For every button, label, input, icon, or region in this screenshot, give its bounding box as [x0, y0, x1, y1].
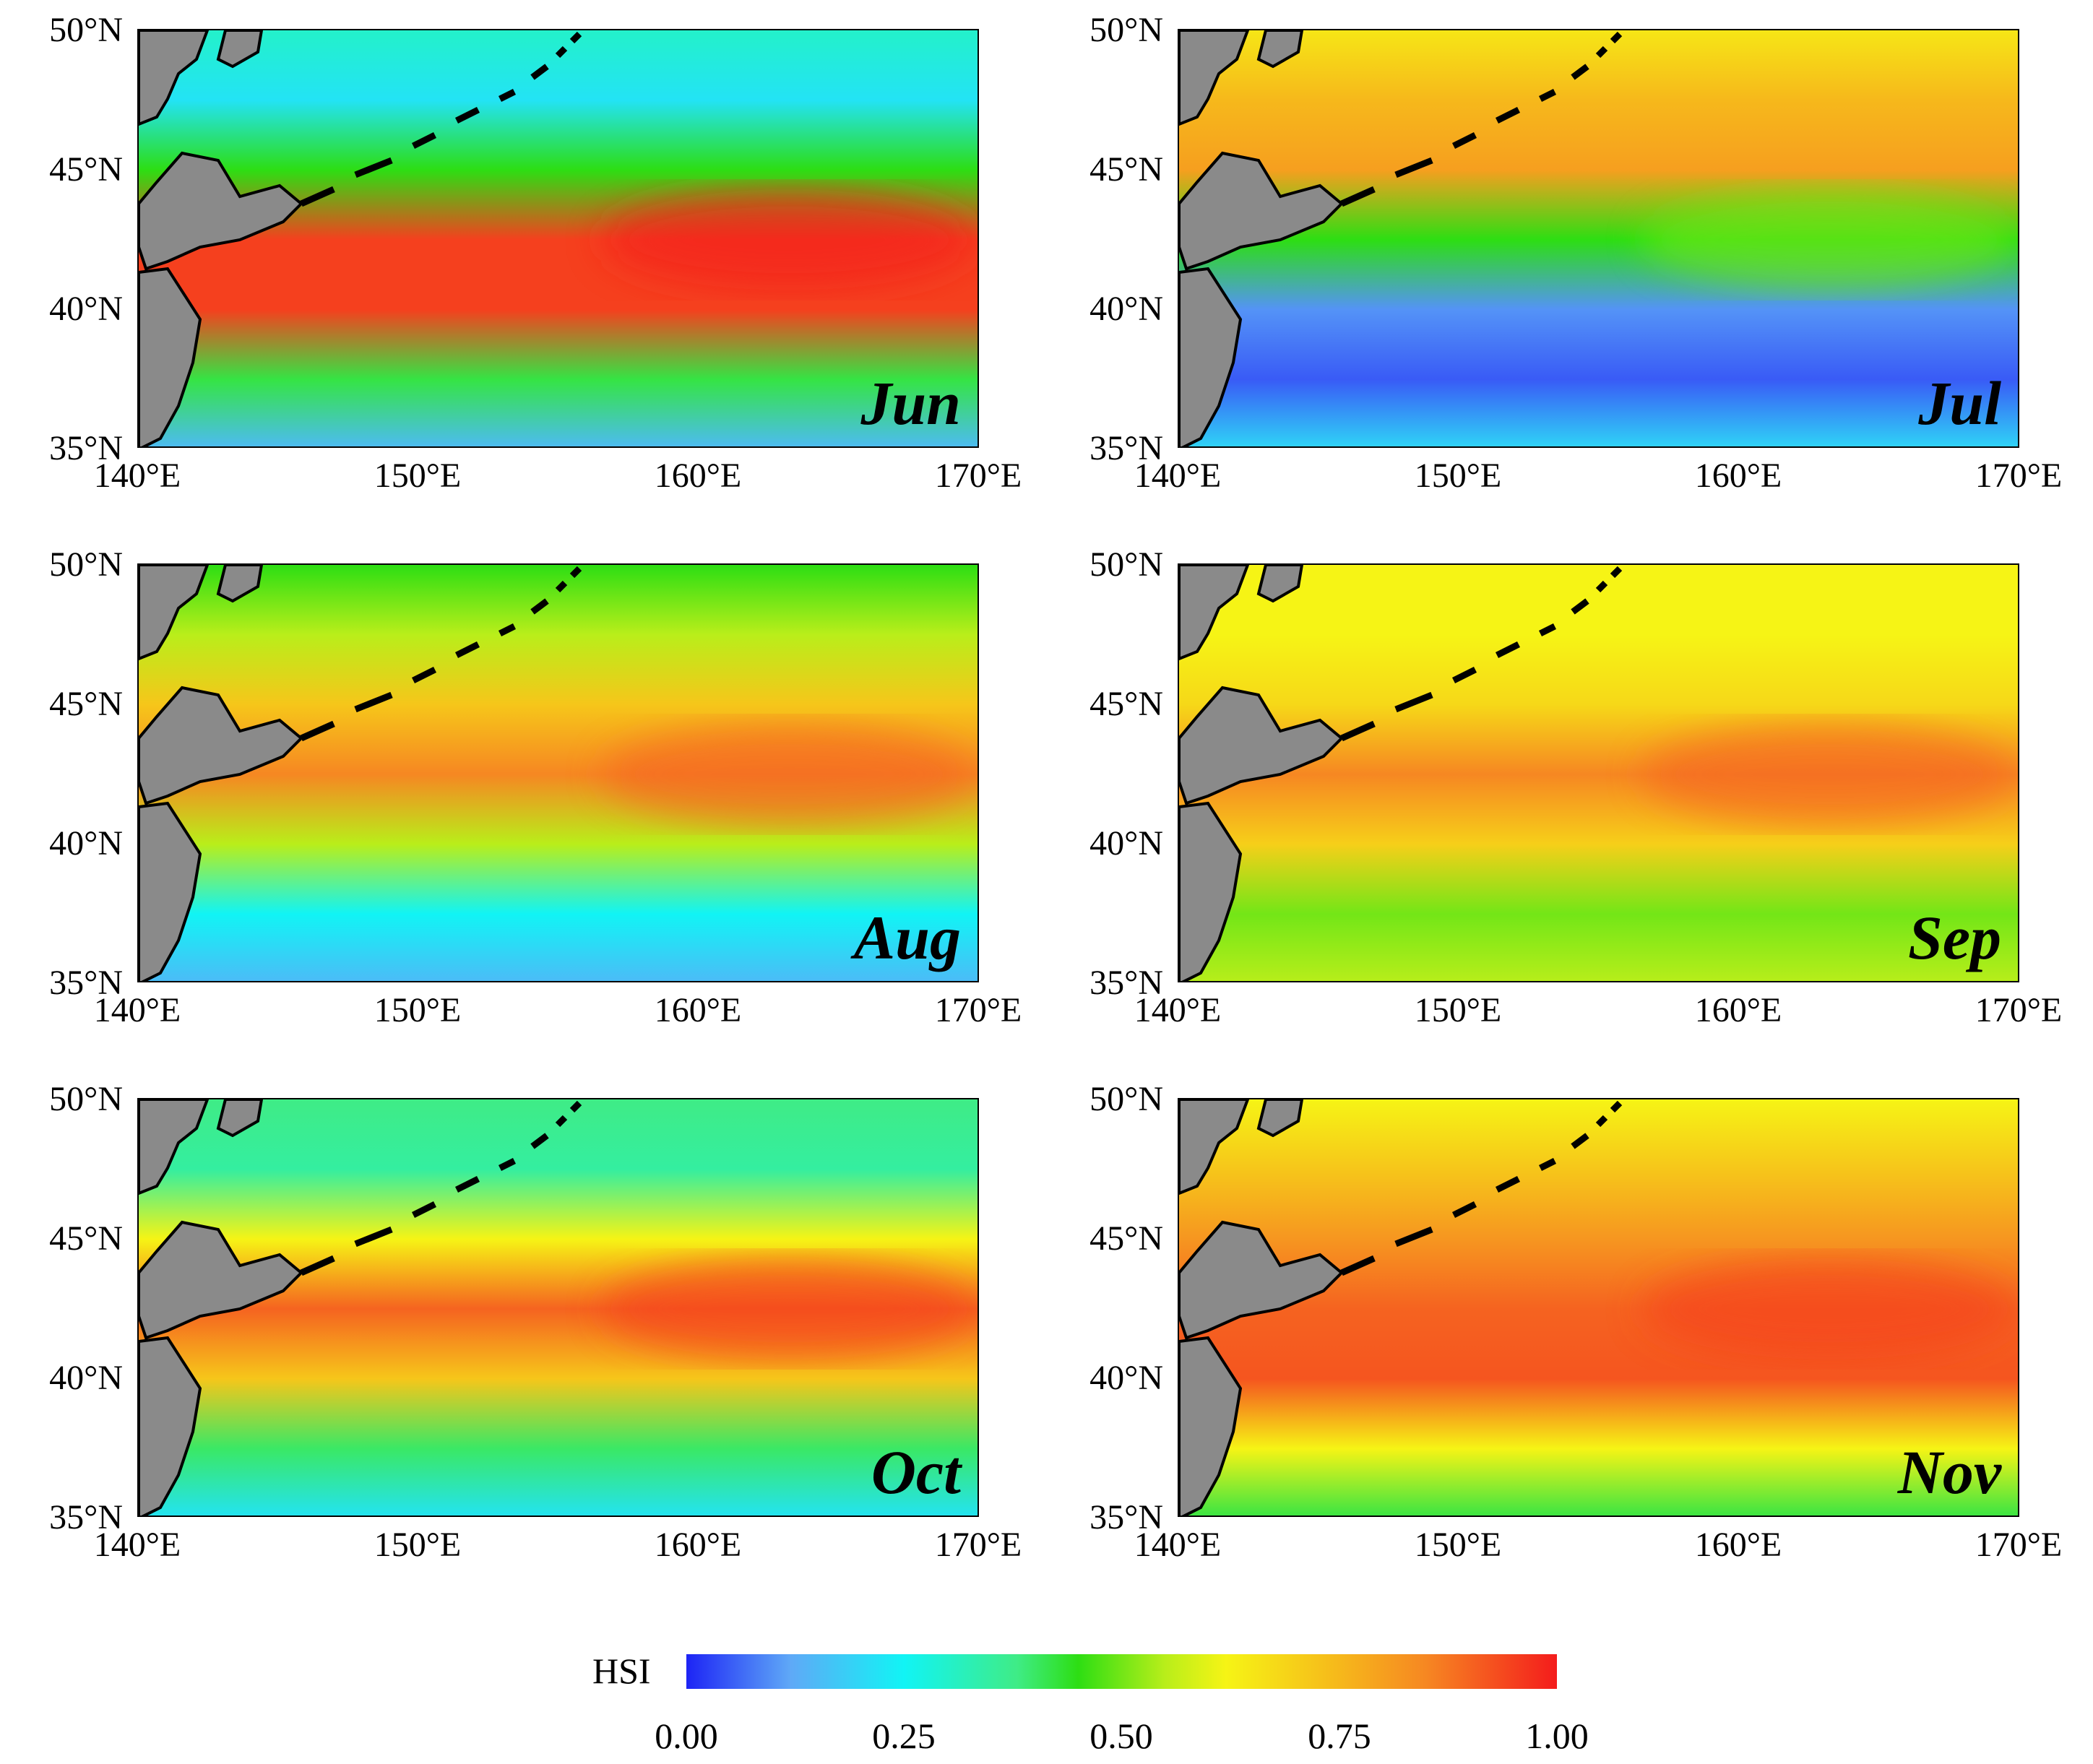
lon-tick-label: 150°E: [374, 1526, 462, 1564]
hsi-hotspot: [601, 1258, 977, 1359]
lon-tick-label: 140°E: [1134, 457, 1222, 495]
month-label: Sep: [1908, 903, 2001, 972]
colorbar-tick: 0.75: [1308, 1716, 1371, 1756]
hsi-map: [137, 1098, 979, 1517]
lon-tick-label: 140°E: [93, 457, 181, 495]
map-panel-nov: 50°N 45°N 40°N 35°N 140°E 150°E 160°E 170°E Nov: [1040, 1082, 2081, 1625]
month-label: Jul: [1918, 368, 2001, 438]
land-mass: [1179, 565, 1344, 981]
lat-tick-label: 35°N: [1089, 1498, 1163, 1536]
lon-tick-label: 150°E: [374, 457, 462, 495]
lat-tick-label: 40°N: [1089, 824, 1163, 862]
lat-tick-label: 35°N: [49, 964, 123, 1002]
lon-tick-label: 160°E: [1694, 991, 1782, 1029]
land-mass: [139, 30, 303, 446]
colorbar: HSI 0.00 0.25 0.50 0.75 1.00: [592, 1653, 1604, 1754]
lat-tick-label: 40°N: [49, 824, 123, 862]
hsi-map: [1178, 563, 2019, 982]
map-panel-jun: 50°N 45°N 40°N 35°N 140°E 150°E 160°E 170°E Jun: [0, 13, 1040, 556]
hsi-map: [137, 563, 979, 982]
hsi-hotspot: [1641, 1258, 2017, 1359]
map-panel-sep: 50°N 45°N 40°N 35°N 140°E 150°E 160°E 170°E Sep: [1040, 548, 2081, 1091]
hsi-hotspot: [1641, 724, 2017, 825]
colorbar-title: HSI: [592, 1651, 651, 1691]
kuril-islands: [1340, 1100, 1623, 1276]
lon-tick-label: 160°E: [654, 991, 742, 1029]
lon-tick-label: 160°E: [1694, 457, 1782, 495]
colorbar-gradient: [686, 1654, 1557, 1689]
hsi-map: [137, 29, 979, 448]
lon-tick-label: 140°E: [93, 1526, 181, 1564]
month-label: Oct: [871, 1437, 961, 1507]
lat-tick-label: 35°N: [1089, 964, 1163, 1002]
lon-tick-label: 140°E: [1134, 991, 1222, 1029]
lon-tick-label: 150°E: [1414, 457, 1502, 495]
lon-tick-label: 170°E: [1975, 991, 2063, 1029]
lat-tick-label: 40°N: [1089, 1359, 1163, 1397]
lat-tick-label: 45°N: [1089, 1219, 1163, 1258]
lon-tick-label: 160°E: [1694, 1526, 1782, 1564]
lat-tick-label: 40°N: [49, 290, 123, 328]
colorbar-tick: 1.00: [1525, 1716, 1589, 1756]
map-panel-oct: 50°N 45°N 40°N 35°N 140°E 150°E 160°E 170°E Oct: [0, 1082, 1040, 1625]
land-mass: [139, 1099, 303, 1516]
lat-tick-label: 50°N: [1089, 545, 1163, 584]
kuril-islands: [1340, 31, 1623, 207]
lat-tick-label: 35°N: [49, 1498, 123, 1536]
kuril-islands: [300, 31, 582, 207]
lat-tick-label: 35°N: [49, 429, 123, 467]
kuril-islands: [1340, 566, 1623, 742]
hsi-map: [1178, 1098, 2019, 1517]
lat-tick-label: 50°N: [49, 11, 123, 49]
hsi-hotspot: [1641, 189, 2017, 290]
kuril-islands: [300, 1100, 582, 1276]
lon-tick-label: 170°E: [934, 1526, 1022, 1564]
month-label: Aug: [853, 903, 961, 972]
land-mass: [1179, 30, 1344, 446]
map-panel-jul: 50°N 45°N 40°N 35°N 140°E 150°E 160°E 170°E Jul: [1040, 13, 2081, 556]
month-label: Jun: [860, 368, 961, 438]
lon-tick-label: 150°E: [1414, 991, 1502, 1029]
lat-tick-label: 50°N: [1089, 1080, 1163, 1118]
lat-tick-label: 45°N: [1089, 685, 1163, 723]
lat-tick-label: 50°N: [49, 1080, 123, 1118]
lon-tick-label: 140°E: [93, 991, 181, 1029]
lat-tick-label: 35°N: [1089, 429, 1163, 467]
lon-tick-label: 170°E: [934, 991, 1022, 1029]
hsi-hotspot: [601, 724, 977, 825]
lat-tick-label: 45°N: [49, 685, 123, 723]
kuril-islands: [300, 566, 582, 742]
colorbar-tick: 0.50: [1089, 1716, 1153, 1756]
colorbar-tick: 0.25: [872, 1716, 936, 1756]
lat-tick-label: 40°N: [49, 1359, 123, 1397]
lon-tick-label: 150°E: [374, 991, 462, 1029]
lon-tick-label: 170°E: [1975, 457, 2063, 495]
lat-tick-label: 45°N: [1089, 150, 1163, 189]
lon-tick-label: 140°E: [1134, 1526, 1222, 1564]
lon-tick-label: 160°E: [654, 457, 742, 495]
lat-tick-label: 50°N: [1089, 11, 1163, 49]
hsi-hotspot: [601, 189, 977, 290]
land-mass: [139, 565, 303, 981]
lon-tick-label: 160°E: [654, 1526, 742, 1564]
lon-tick-label: 150°E: [1414, 1526, 1502, 1564]
month-label: Nov: [1897, 1437, 2001, 1507]
map-panel-aug: 50°N 45°N 40°N 35°N 140°E 150°E 160°E 170°E Aug: [0, 548, 1040, 1091]
hsi-map: [1178, 29, 2019, 448]
lat-tick-label: 45°N: [49, 150, 123, 189]
land-mass: [1179, 1099, 1344, 1516]
lat-tick-label: 45°N: [49, 1219, 123, 1258]
lon-tick-label: 170°E: [934, 457, 1022, 495]
lon-tick-label: 170°E: [1975, 1526, 2063, 1564]
lat-tick-label: 40°N: [1089, 290, 1163, 328]
colorbar-tick: 0.00: [655, 1716, 718, 1756]
lat-tick-label: 50°N: [49, 545, 123, 584]
